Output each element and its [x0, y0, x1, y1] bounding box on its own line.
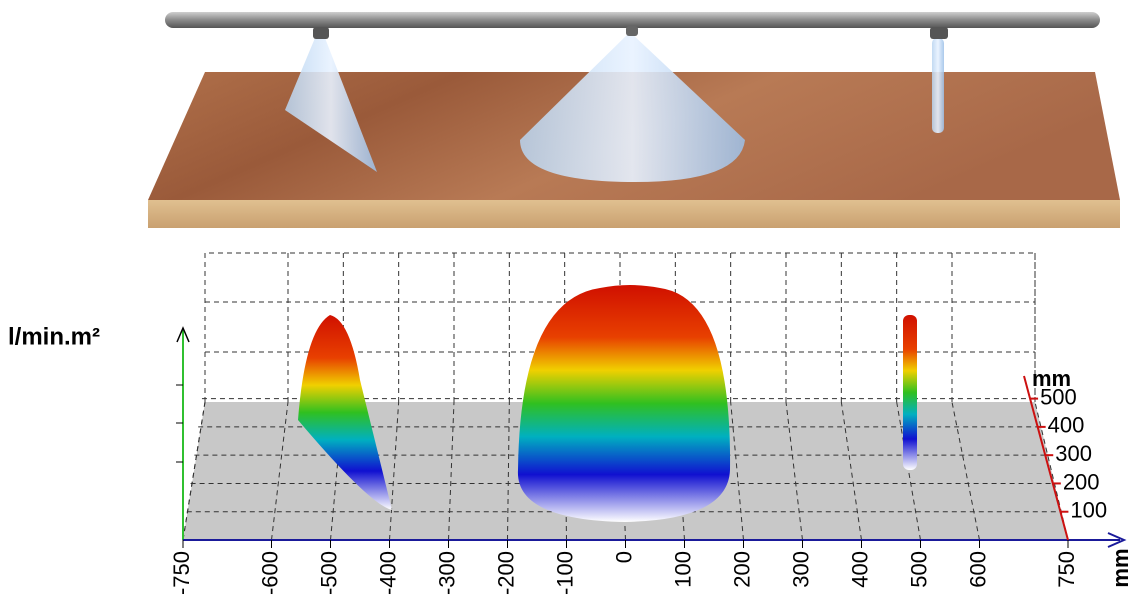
- y-axis-label: mm: [1032, 366, 1071, 391]
- z-axis-label: l/min.m²: [8, 323, 100, 350]
- x-tick-label: 100: [670, 551, 695, 588]
- y-tick-label: 100: [1070, 498, 1107, 523]
- nozzle: [626, 26, 638, 36]
- x-tick-label: -200: [493, 551, 518, 595]
- x-axis-label: mm: [1108, 548, 1133, 587]
- x-tick-label: -300: [434, 551, 459, 595]
- spray-jet: [932, 38, 944, 133]
- y-tick-label: 300: [1055, 441, 1092, 466]
- rod: [165, 12, 1100, 28]
- y-tick-label: 200: [1063, 469, 1100, 494]
- surface-flat: [298, 315, 392, 510]
- spray-flat: [285, 38, 377, 172]
- y-tick-label: 400: [1048, 413, 1085, 438]
- x-tick-label: -600: [257, 551, 282, 595]
- x-tick-label: 200: [729, 551, 754, 588]
- x-tick-label: -400: [375, 551, 400, 595]
- x-tick-label: 300: [788, 551, 813, 588]
- x-tick-label: 750: [1054, 551, 1079, 588]
- surface-jet: [903, 315, 917, 470]
- spray-cone: [520, 32, 745, 182]
- x-tick-label: 500: [906, 551, 931, 588]
- floor-grid: [1034, 401, 1069, 541]
- x-tick-label: -750: [169, 551, 194, 595]
- y-tick-label: 500: [1040, 384, 1077, 409]
- z-arrow: [176, 326, 190, 343]
- x-arrow: [1107, 532, 1127, 548]
- x-tick-label: 400: [847, 551, 872, 588]
- nozzle: [313, 27, 329, 39]
- x-tick-label: 600: [965, 551, 990, 588]
- x-tick-label: 0: [611, 551, 636, 563]
- x-tick-label: -100: [552, 551, 577, 595]
- floor-grid: [951, 401, 980, 541]
- x-tick-label: -500: [316, 551, 341, 595]
- nozzle: [930, 27, 948, 39]
- surface-cone: [517, 285, 731, 522]
- board-front: [148, 200, 1120, 228]
